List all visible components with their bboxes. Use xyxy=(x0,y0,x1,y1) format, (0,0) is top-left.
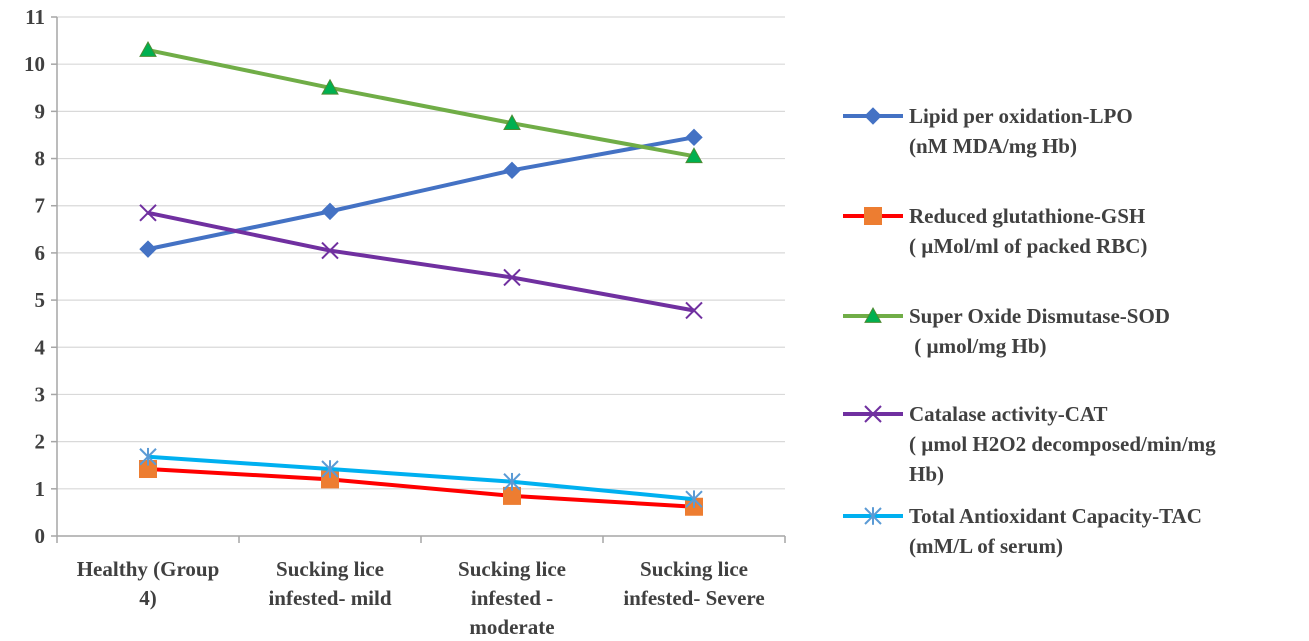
series-line xyxy=(147,210,695,313)
y-axis-tick-labels: 0 1 2 3 4 5 6 7 8 9 10 11 xyxy=(24,5,46,548)
legend-item: Reduced glutathione-GSH( µMol/ml of pack… xyxy=(843,204,1147,258)
data-point-x xyxy=(503,268,521,287)
data-point-x xyxy=(139,204,157,222)
series-group xyxy=(139,128,703,258)
y-tick-label: 11 xyxy=(25,5,45,29)
data-point-triangle xyxy=(139,40,157,57)
series-line xyxy=(147,135,695,252)
y-tick-label: 7 xyxy=(35,194,46,218)
legend-label: Lipid per oxidation-LPO (nM MDA/mg Hb) xyxy=(909,104,1133,158)
axes xyxy=(51,16,786,543)
y-tick-label: 8 xyxy=(35,147,46,171)
legend-item: Lipid per oxidation-LPO (nM MDA/mg Hb) xyxy=(843,104,1133,158)
series-layer xyxy=(139,40,703,516)
legend-label: Total Antioxidant Capacity-TAC (mM/L of s… xyxy=(909,504,1202,558)
data-point-diamond xyxy=(685,128,703,147)
legend-label: Reduced glutathione-GSH( µMol/ml of pack… xyxy=(909,204,1147,258)
legend-item: Super Oxide Dismutase-SOD ( µmol/mg Hb) xyxy=(843,304,1170,358)
legend-label: Catalase activity-CAT( µmol H2O2 decompo… xyxy=(909,402,1216,486)
series-group xyxy=(139,40,703,164)
data-point-x xyxy=(685,301,703,320)
legend: Lipid per oxidation-LPO (nM MDA/mg Hb) Red… xyxy=(843,104,1216,558)
legend-item: Total Antioxidant Capacity-TAC (mM/L of s… xyxy=(843,504,1202,558)
data-point-square xyxy=(864,207,882,225)
series-line xyxy=(147,454,695,502)
data-point-triangle xyxy=(503,114,521,131)
y-tick-label: 6 xyxy=(35,241,46,265)
x-category-label: Sucking lice infested- Severe xyxy=(623,557,764,610)
y-tick-label: 3 xyxy=(35,382,46,406)
gridlines xyxy=(57,16,785,490)
data-point-x xyxy=(864,405,882,423)
x-category-label: Sucking lice infested -moderate xyxy=(458,557,566,639)
series-group xyxy=(139,204,703,320)
y-tick-label: 5 xyxy=(35,288,46,312)
data-point-star xyxy=(321,460,339,478)
data-point-square xyxy=(139,460,157,479)
x-category-label: Healthy (Group 4) xyxy=(77,557,220,610)
data-point-diamond xyxy=(139,240,157,258)
series-line xyxy=(147,48,695,159)
y-tick-label: 1 xyxy=(35,477,46,501)
data-point-triangle xyxy=(685,147,703,164)
x-category-label: Sucking lice infested- mild xyxy=(268,557,391,610)
legend-item: Catalase activity-CAT( µmol H2O2 decompo… xyxy=(843,402,1216,486)
data-point-diamond xyxy=(321,202,339,221)
data-point-diamond xyxy=(503,161,521,180)
data-point-x xyxy=(321,241,339,260)
series-line xyxy=(147,467,695,509)
y-tick-label: 9 xyxy=(35,99,46,123)
data-point-diamond xyxy=(864,107,882,125)
legend-label: Super Oxide Dismutase-SOD ( µmol/mg Hb) xyxy=(909,304,1170,358)
y-tick-label: 4 xyxy=(35,335,46,359)
series-group xyxy=(139,460,703,516)
data-point-star xyxy=(503,472,521,491)
data-point-square xyxy=(503,486,521,505)
data-point-star xyxy=(864,507,882,525)
data-point-star xyxy=(685,490,703,508)
y-tick-label: 2 xyxy=(35,430,46,454)
x-axis-category-labels: Healthy (Group 4) Sucking lice infested- mi… xyxy=(77,557,765,639)
data-point-star xyxy=(139,447,157,466)
y-tick-label: 10 xyxy=(24,52,45,76)
series-group xyxy=(139,447,703,508)
y-tick-label: 0 xyxy=(35,524,46,548)
data-point-triangle xyxy=(321,78,339,95)
data-point-triangle xyxy=(864,306,882,323)
